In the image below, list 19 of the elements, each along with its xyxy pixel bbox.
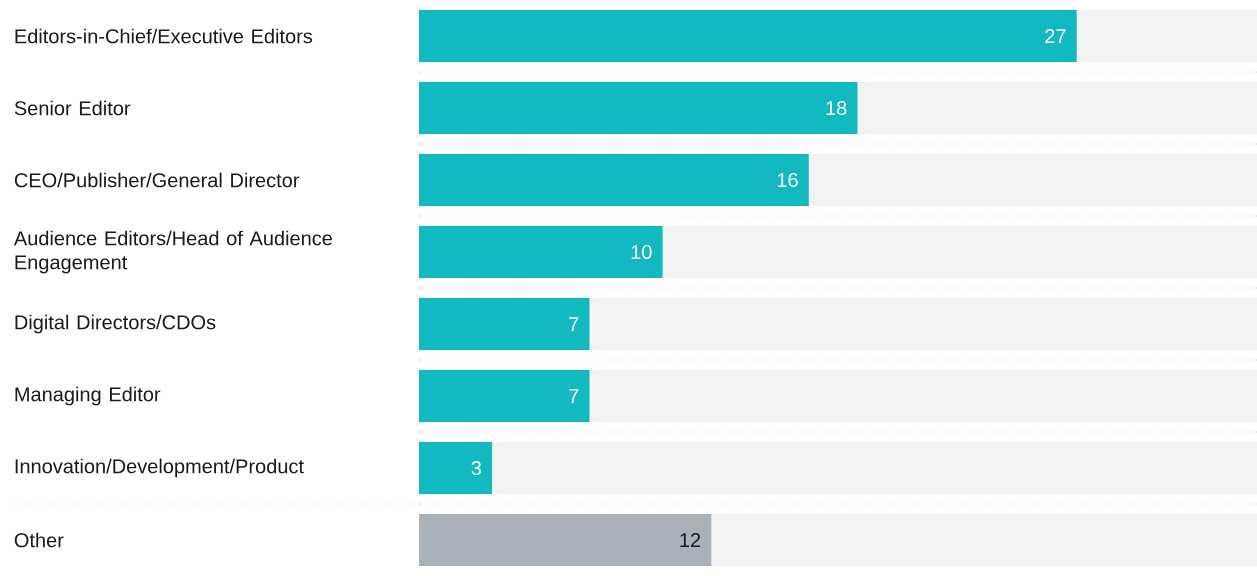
data-label: 18 [826, 100, 847, 116]
y-tick-label: CEO/Publisher/General Director [14, 172, 300, 188]
y-tick-label: Senior Editor [14, 100, 131, 116]
y-tick-label: Managing Editor [15, 386, 161, 406]
y-tick-label: Other [14, 532, 64, 548]
bar [419, 442, 493, 495]
y-tick-label: Digital Directors/CDOs [15, 314, 216, 334]
y-tick-label: Editors-in-Chief/Executive Editors [15, 28, 313, 44]
data-label: 10 [631, 244, 652, 260]
data-label: 7 [569, 389, 579, 403]
y-tick-label: Audience Editors/Head of Audience Engagement [13, 230, 332, 274]
bar [419, 298, 590, 351]
data-label: 3 [471, 460, 481, 476]
bar [419, 370, 590, 423]
y-tick-label: Innovation/Development/Product [15, 458, 304, 478]
data-label: 16 [777, 172, 798, 188]
data-label: 27 [1045, 29, 1066, 43]
data-label: 12 [680, 533, 701, 547]
data-label: 7 [569, 317, 579, 331]
